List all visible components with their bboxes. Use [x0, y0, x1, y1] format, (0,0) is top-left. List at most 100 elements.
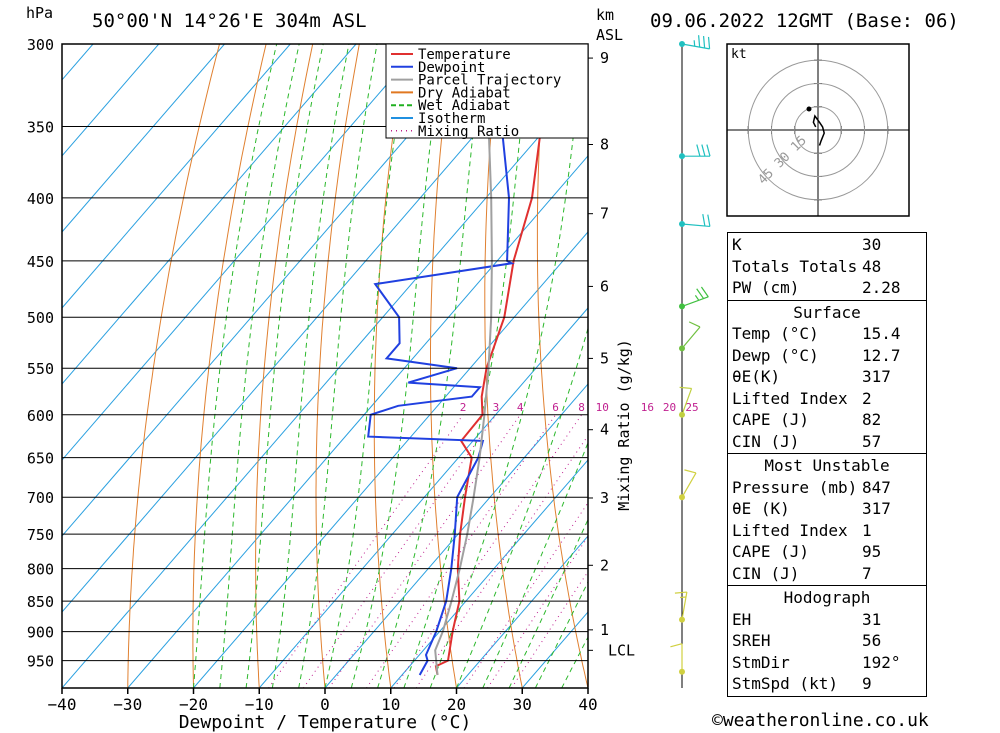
isotherm-line: [62, 44, 423, 461]
wind-barb-staff: [681, 472, 697, 498]
wet-adiabat-line: [350, 44, 444, 688]
wet-adiabat-line: [219, 44, 300, 688]
index-label: Totals Totals: [732, 256, 858, 276]
pressure-tick-label: 750: [27, 526, 54, 544]
isotherm-line: [258, 307, 588, 688]
pressure-tick-label: 700: [27, 489, 54, 507]
indices-row: EH 31: [728, 609, 926, 631]
wet-adiabat-line: [245, 44, 324, 688]
km-unit-label: km: [596, 6, 614, 24]
index-value: 15.4: [862, 324, 901, 343]
wind-barb-flag: [702, 214, 706, 227]
indices-row: SREH 56: [728, 630, 926, 652]
x-tick-label: 20: [447, 695, 466, 714]
axes: 2 3 4 6 8 10 16 20 25300350400450500550600650700…: [26, 4, 699, 733]
stability-indices-table: K 30 Totals Totals 48 PW (cm) 2.28 Surface Tem…: [727, 232, 927, 697]
km-tick-label: 8: [600, 135, 609, 153]
wind-barb-staff: [681, 326, 701, 349]
mixing-ratio-label: 2: [460, 401, 467, 414]
pressure-tick-label: 350: [27, 118, 54, 136]
index-label: CIN (J): [732, 563, 800, 583]
legend-label: Isotherm: [418, 111, 485, 127]
legend-box: [385, 43, 589, 139]
index-label: CAPE (J): [732, 542, 810, 561]
isotherm-line: [62, 44, 291, 309]
isotherm-line: [62, 44, 488, 537]
dry-adiabat-line: [373, 44, 407, 688]
legend-label: Mixing Ratio: [418, 124, 519, 140]
index-label: EH: [732, 609, 752, 629]
index-value: 317: [862, 499, 891, 518]
wet-adiabat-line: [403, 44, 531, 688]
x-tick-label: 40: [578, 695, 597, 714]
dewpoint-line: [367, 44, 515, 676]
index-label: Lifted Index: [732, 388, 848, 408]
km-tick-label: LCL: [608, 641, 635, 659]
index-value: 7: [862, 563, 872, 583]
hodograph-ring: [794, 106, 842, 154]
index-value: 2: [862, 388, 872, 408]
wind-barb-flag: [707, 214, 711, 227]
isotherm-line: [0, 44, 27, 688]
wind-barb-flag: [670, 643, 683, 648]
legend-label: Parcel Trajectory: [418, 73, 561, 89]
wind-barb-flag: [674, 591, 687, 594]
km-tick-label: 6: [600, 277, 609, 295]
dry-adiabat-line: [638, 44, 720, 688]
index-value: 31: [862, 609, 882, 629]
wind-barb-flag: [684, 469, 697, 474]
x-tick-label: −40: [48, 695, 77, 714]
index-value: 2.28: [862, 278, 901, 297]
wet-adiabat-line: [271, 44, 350, 688]
indices-row: Temp (°C) 15.4: [728, 323, 926, 345]
indices-row: StmDir 192°: [728, 652, 926, 674]
pressure-tick-label: 400: [27, 190, 54, 208]
index-label: θE(K): [732, 367, 781, 386]
index-value: 847: [862, 477, 891, 497]
pressure-tick-label: 650: [27, 450, 54, 468]
wind-barb-staff: [681, 43, 710, 50]
km-tick-label: 9: [600, 49, 609, 67]
index-value: 30: [862, 235, 882, 254]
pressure-tick-label: 900: [27, 624, 54, 642]
mixing-ratio-label: 6: [552, 401, 559, 414]
indices-surface-box: Surface Temp (°C) 15.4 Dewp (°C) 12.7 θE(K) 31…: [727, 299, 927, 454]
hodograph-trace: [812, 114, 825, 146]
dry-adiabat-line: [965, 44, 1000, 688]
indices-row: K 30: [728, 234, 926, 256]
index-value: 95: [862, 542, 882, 561]
wind-barb-staff: [681, 223, 710, 228]
indices-row: CIN (J) 57: [728, 431, 926, 453]
indices-row: StmSpd (kt) 9: [728, 673, 926, 695]
isotherm-line: [127, 155, 588, 688]
index-value: 57: [862, 431, 882, 451]
km-tick-label: 4: [600, 421, 609, 439]
dry-adiabat-line: [255, 44, 314, 688]
pressure-tick-label: 450: [27, 253, 54, 271]
hodograph-ring: [771, 83, 865, 177]
wind-barb-flag: [696, 288, 705, 299]
mixing-ratio-line: [393, 414, 583, 688]
hodograph-ring: [747, 59, 889, 201]
x-tick-label: 30: [513, 695, 532, 714]
indices-section-title: Most Unstable: [764, 456, 890, 475]
indices-most-unstable-box: Most Unstable Pressure (mb) 847 θE (K) 317 Li…: [727, 453, 927, 586]
indices-row: Pressure (mb) 847: [728, 477, 926, 499]
indices-row: CAPE (J) 95: [728, 541, 926, 563]
legend-label: Wet Adiabat: [418, 98, 511, 114]
wind-barb-flag: [701, 144, 706, 157]
index-label: θE (K): [732, 499, 790, 518]
wet-adiabat-line: [482, 441, 588, 688]
mixing-ratio-label: 4: [517, 401, 524, 414]
mixing-ratio-line: [511, 570, 588, 688]
pressure-unit-label: hPa: [26, 4, 53, 22]
pressure-tick-label: 850: [27, 593, 54, 611]
indices-row: CAPE (J) 82: [728, 409, 926, 431]
index-label: K: [732, 235, 742, 254]
wind-barb-flag: [706, 144, 711, 157]
pressure-tick-label: 500: [27, 309, 54, 327]
isotherm-line: [193, 231, 588, 688]
pressure-tick-label: 550: [27, 360, 54, 378]
index-value: 48: [862, 256, 882, 276]
indices-row: Dewp (°C) 12.7: [728, 345, 926, 367]
